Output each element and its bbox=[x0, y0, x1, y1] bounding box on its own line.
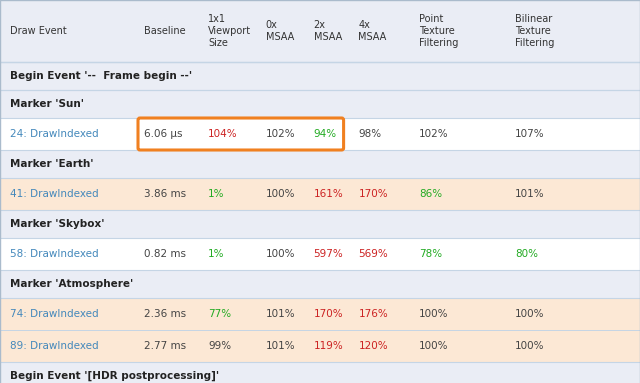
Text: 2x
MSAA: 2x MSAA bbox=[314, 20, 342, 42]
Bar bbox=[0, 270, 640, 298]
Text: 86%: 86% bbox=[419, 189, 442, 199]
Text: 4x
MSAA: 4x MSAA bbox=[358, 20, 387, 42]
Text: 100%: 100% bbox=[419, 341, 449, 351]
Text: 176%: 176% bbox=[358, 309, 388, 319]
Text: Begin Event '[HDR postprocessing]': Begin Event '[HDR postprocessing]' bbox=[10, 371, 219, 381]
Text: 102%: 102% bbox=[419, 129, 449, 139]
Text: 6.06 µs: 6.06 µs bbox=[144, 129, 182, 139]
Text: 77%: 77% bbox=[208, 309, 231, 319]
Text: 80%: 80% bbox=[515, 249, 538, 259]
Text: 569%: 569% bbox=[358, 249, 388, 259]
Text: 94%: 94% bbox=[314, 129, 337, 139]
Text: 170%: 170% bbox=[314, 309, 343, 319]
Text: Marker 'Skybox': Marker 'Skybox' bbox=[10, 219, 104, 229]
Text: 100%: 100% bbox=[515, 341, 545, 351]
Bar bbox=[0, 238, 640, 270]
Text: 0x
MSAA: 0x MSAA bbox=[266, 20, 294, 42]
Text: 597%: 597% bbox=[314, 249, 343, 259]
Bar bbox=[0, 178, 640, 210]
Text: 100%: 100% bbox=[266, 249, 295, 259]
Text: Point
Texture
Filtering: Point Texture Filtering bbox=[419, 14, 459, 48]
Text: 101%: 101% bbox=[266, 309, 295, 319]
Text: 100%: 100% bbox=[266, 189, 295, 199]
Text: 170%: 170% bbox=[358, 189, 388, 199]
Text: Marker 'Atmosphere': Marker 'Atmosphere' bbox=[10, 279, 133, 289]
Text: 58: DrawIndexed: 58: DrawIndexed bbox=[10, 249, 98, 259]
Text: 107%: 107% bbox=[515, 129, 545, 139]
Bar bbox=[0, 118, 640, 150]
Text: 101%: 101% bbox=[266, 341, 295, 351]
Bar bbox=[0, 298, 640, 330]
Text: 2.77 ms: 2.77 ms bbox=[144, 341, 186, 351]
Text: 1%: 1% bbox=[208, 189, 225, 199]
Bar bbox=[0, 210, 640, 238]
Text: 24: DrawIndexed: 24: DrawIndexed bbox=[10, 129, 98, 139]
Bar bbox=[0, 362, 640, 383]
Text: Bilinear
Texture
Filtering: Bilinear Texture Filtering bbox=[515, 14, 555, 48]
Text: 98%: 98% bbox=[358, 129, 381, 139]
Text: Draw Event: Draw Event bbox=[10, 26, 67, 36]
Text: 89: DrawIndexed: 89: DrawIndexed bbox=[10, 341, 98, 351]
Text: Marker 'Earth': Marker 'Earth' bbox=[10, 159, 93, 169]
Text: Marker 'Sun': Marker 'Sun' bbox=[10, 99, 84, 109]
Text: 2.36 ms: 2.36 ms bbox=[144, 309, 186, 319]
Bar bbox=[0, 0, 640, 62]
Bar bbox=[0, 330, 640, 362]
Text: 104%: 104% bbox=[208, 129, 237, 139]
Text: 101%: 101% bbox=[515, 189, 545, 199]
Text: Baseline: Baseline bbox=[144, 26, 186, 36]
Text: 74: DrawIndexed: 74: DrawIndexed bbox=[10, 309, 98, 319]
Text: 1x1
Viewport
Size: 1x1 Viewport Size bbox=[208, 14, 251, 48]
Bar bbox=[0, 62, 640, 90]
Text: 100%: 100% bbox=[419, 309, 449, 319]
Text: 3.86 ms: 3.86 ms bbox=[144, 189, 186, 199]
Text: 119%: 119% bbox=[314, 341, 343, 351]
Text: 102%: 102% bbox=[266, 129, 295, 139]
Bar bbox=[0, 90, 640, 118]
Bar bbox=[0, 150, 640, 178]
Text: 78%: 78% bbox=[419, 249, 442, 259]
Text: 100%: 100% bbox=[515, 309, 545, 319]
Text: 120%: 120% bbox=[358, 341, 388, 351]
Text: 41: DrawIndexed: 41: DrawIndexed bbox=[10, 189, 98, 199]
Text: Begin Event '--  Frame begin --': Begin Event '-- Frame begin --' bbox=[10, 71, 192, 81]
Text: 161%: 161% bbox=[314, 189, 343, 199]
Text: 1%: 1% bbox=[208, 249, 225, 259]
Text: 0.82 ms: 0.82 ms bbox=[144, 249, 186, 259]
Text: 99%: 99% bbox=[208, 341, 231, 351]
